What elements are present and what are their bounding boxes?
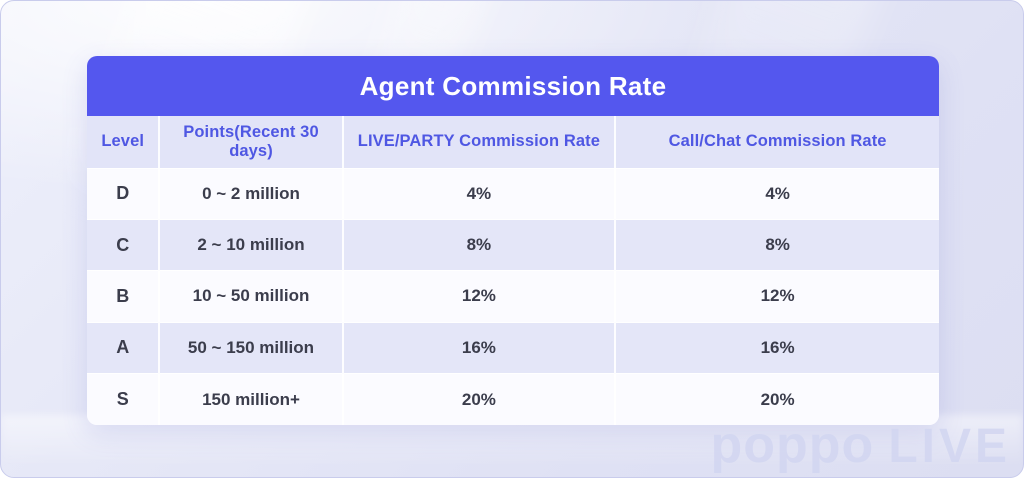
live-party-rate-value: 20% (341, 373, 616, 425)
level-value: A (116, 337, 130, 358)
points-value: 150 million+ (158, 373, 343, 425)
brand-live-text: LIVE (888, 420, 1011, 473)
table-row: A 50 ~ 150 million 16% 16% (87, 322, 939, 374)
commission-rate-table: Level Points(Recent 30 days) LIVE/PARTY … (87, 116, 939, 425)
column-header-level: Level (101, 132, 145, 151)
call-chat-rate-value: 4% (614, 168, 939, 220)
table-title: Agent Commission Rate (87, 56, 939, 116)
table-row: D 0 ~ 2 million 4% 4% (87, 168, 939, 220)
call-chat-rate-value: 20% (614, 373, 939, 425)
points-value: 0 ~ 2 million (158, 168, 343, 220)
level-value: B (116, 285, 130, 306)
call-chat-rate-value: 12% (614, 270, 939, 323)
call-chat-rate-value: 8% (614, 219, 939, 271)
live-party-rate-value: 4% (341, 168, 616, 220)
level-value: D (116, 183, 130, 204)
column-header-points: Points(Recent 30 days) (158, 116, 343, 168)
call-chat-rate-value: 16% (614, 322, 939, 374)
table-row: B 10 ~ 50 million 12% 12% (87, 270, 939, 323)
live-party-rate-value: 16% (341, 322, 616, 374)
level-value: C (116, 234, 130, 255)
column-header-call-chat: Call/Chat Commission Rate (614, 116, 939, 168)
table-header-row: Level Points(Recent 30 days) LIVE/PARTY … (87, 116, 939, 168)
points-value: 50 ~ 150 million (158, 322, 343, 374)
points-value: 10 ~ 50 million (158, 270, 343, 323)
live-party-rate-value: 8% (341, 219, 616, 271)
points-value: 2 ~ 10 million (158, 219, 343, 271)
live-party-rate-value: 12% (341, 270, 616, 323)
level-value: S (116, 389, 129, 410)
table-row: S 150 million+ 20% 20% (87, 373, 939, 425)
table-row: C 2 ~ 10 million 8% 8% (87, 219, 939, 271)
commission-rate-card: Agent Commission Rate Level Points(Recen… (87, 56, 939, 425)
column-header-live-party: LIVE/PARTY Commission Rate (341, 116, 616, 168)
